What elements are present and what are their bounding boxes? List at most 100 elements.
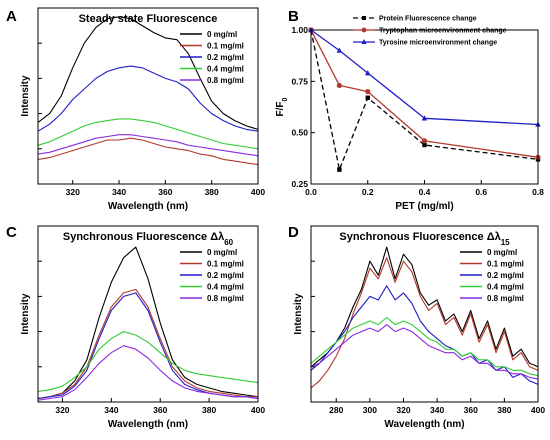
legend-label: Tyrosine microenvironment change	[379, 40, 497, 47]
x-tick-label: 0.0	[305, 187, 317, 197]
x-axis-label: Wavelength (nm)	[108, 419, 188, 430]
y-axis-label: Intensity	[20, 75, 31, 117]
chart-title: Synchronous Fluorescence Δλ15	[339, 231, 510, 247]
series-line	[310, 285, 539, 385]
plot-frame	[37, 7, 259, 185]
x-tick-label: 340	[112, 187, 126, 197]
series-line	[310, 29, 539, 158]
x-axis-label: PET (mg/ml)	[395, 201, 453, 212]
series-line	[37, 292, 259, 400]
legend-label: 0 mg/ml	[207, 30, 237, 39]
x-tick-label: 360	[153, 405, 167, 415]
x-tick-label: 280	[329, 405, 343, 415]
data-point	[422, 142, 427, 148]
legend-label: Protein Fluorescence change	[379, 16, 477, 23]
x-tick-label: 340	[104, 405, 118, 415]
series-line	[37, 65, 259, 132]
legend-label: 0.4 mg/ml	[207, 65, 244, 74]
data-point	[336, 82, 342, 89]
legend-label: 0.8 mg/ml	[207, 76, 244, 85]
series-line	[37, 288, 258, 400]
series-line	[37, 16, 259, 130]
series-line	[310, 29, 539, 171]
x-tick-label: 320	[396, 405, 410, 415]
x-tick-label: 0.8	[532, 187, 544, 197]
x-tick-label: 0.4	[419, 187, 431, 197]
x-tick-label: 360	[464, 405, 478, 415]
legend: Protein Fluorescence change Tryptophan mi…	[353, 16, 507, 47]
x-tick-label: 300	[363, 405, 377, 415]
chart-title: Synchronous Fluorescence Δλ60	[63, 231, 234, 247]
x-tick-label: 380	[497, 405, 511, 415]
data-point	[337, 167, 342, 172]
series-line	[37, 331, 259, 392]
x-tick-label: 0.2	[362, 187, 374, 197]
panel-c: C 320 340 360 380 400 Wavelength (nm) Intensity…	[6, 224, 265, 430]
y-axis-label: Intensity	[293, 293, 304, 335]
legend-label: 0.1 mg/ml	[207, 260, 244, 269]
x-tick-label: 400	[251, 405, 265, 415]
data-point	[421, 115, 428, 121]
x-tick-label: 0.6	[475, 187, 487, 197]
legend: 0 mg/ml 0.1 mg/ml 0.2 mg/ml 0.4 mg/ml 0.8 mg…	[180, 248, 244, 303]
data-point	[421, 138, 428, 144]
legend-label: Tryptophan microenvironment change	[379, 28, 507, 35]
y-tick-label: 0.50	[291, 128, 308, 138]
x-tick-label: 380	[205, 187, 219, 197]
legend-label: 0.2 mg/ml	[207, 53, 244, 62]
data-point	[365, 89, 371, 95]
legend: 0 mg/ml 0.1 mg/ml 0.2 mg/ml 0.4 mg/ml 0.8 mg…	[180, 30, 244, 85]
legend-label: 0.2 mg/ml	[207, 271, 244, 280]
legend-label: 0.4 mg/ml	[487, 283, 524, 292]
x-tick-label: 400	[251, 187, 265, 197]
x-tick-label: 340	[430, 405, 444, 415]
series-line	[310, 316, 539, 377]
panel-label: B	[288, 8, 299, 25]
panel-d: D 280 300 320 340 360 380 400 Wavelength (nm) Int…	[288, 224, 545, 430]
x-tick-label: 360	[158, 187, 172, 197]
legend-label: 0 mg/ml	[487, 248, 517, 257]
x-axis-label: Wavelength (nm)	[384, 419, 464, 430]
panel-b: B 0.0 0.2 0.4 0.6 0.8 0.25 0.50 0.75 1.00 PET (mg/…	[275, 8, 544, 212]
y-tick-label: 0.75	[291, 76, 308, 86]
x-axis-label: Wavelength (nm)	[108, 201, 188, 212]
y-axis-label: Intensity	[20, 293, 31, 335]
y-axis-label: F/F0	[275, 97, 289, 116]
legend-label: 0.4 mg/ml	[207, 283, 244, 292]
x-tick-label: 320	[55, 405, 69, 415]
legend: 0 mg/ml 0.1 mg/ml 0.2 mg/ml 0.4 mg/ml 0.8 mg…	[460, 248, 524, 303]
data-point	[364, 70, 371, 76]
chart-title: Steady state Fluorescence	[79, 13, 218, 25]
legend-label: 0.1 mg/ml	[487, 260, 524, 269]
plot-frame	[310, 29, 539, 185]
x-tick-label: 380	[202, 405, 216, 415]
y-tick-label: 0.25	[291, 179, 308, 189]
legend-label: 0.2 mg/ml	[487, 271, 524, 280]
legend-label: 0.8 mg/ml	[487, 294, 524, 303]
panel-label: C	[6, 224, 17, 241]
data-point	[336, 47, 343, 53]
series-line	[310, 324, 539, 380]
series-line	[37, 246, 259, 400]
series-line	[310, 257, 539, 389]
plot-frame	[310, 225, 539, 403]
legend-label: 0.8 mg/ml	[207, 294, 244, 303]
series-line	[37, 134, 259, 157]
y-tick-label: 1.00	[291, 25, 308, 35]
plot-frame	[37, 225, 259, 403]
legend-label: 0.1 mg/ml	[207, 42, 244, 51]
series-line	[37, 118, 259, 150]
x-tick-label: 320	[66, 187, 80, 197]
data-point	[365, 95, 370, 100]
series-line	[37, 345, 259, 401]
x-tick-label: 400	[531, 405, 545, 415]
legend-marker	[362, 16, 366, 20]
series-line	[310, 246, 539, 368]
series-line	[37, 137, 259, 166]
panel-label: A	[6, 8, 17, 25]
legend-marker	[361, 27, 367, 33]
panel-label: D	[288, 224, 299, 241]
panel-a: A 320 340 360 380 400 Wavelength (nm) Intensity…	[6, 7, 265, 212]
legend-marker	[361, 39, 367, 44]
